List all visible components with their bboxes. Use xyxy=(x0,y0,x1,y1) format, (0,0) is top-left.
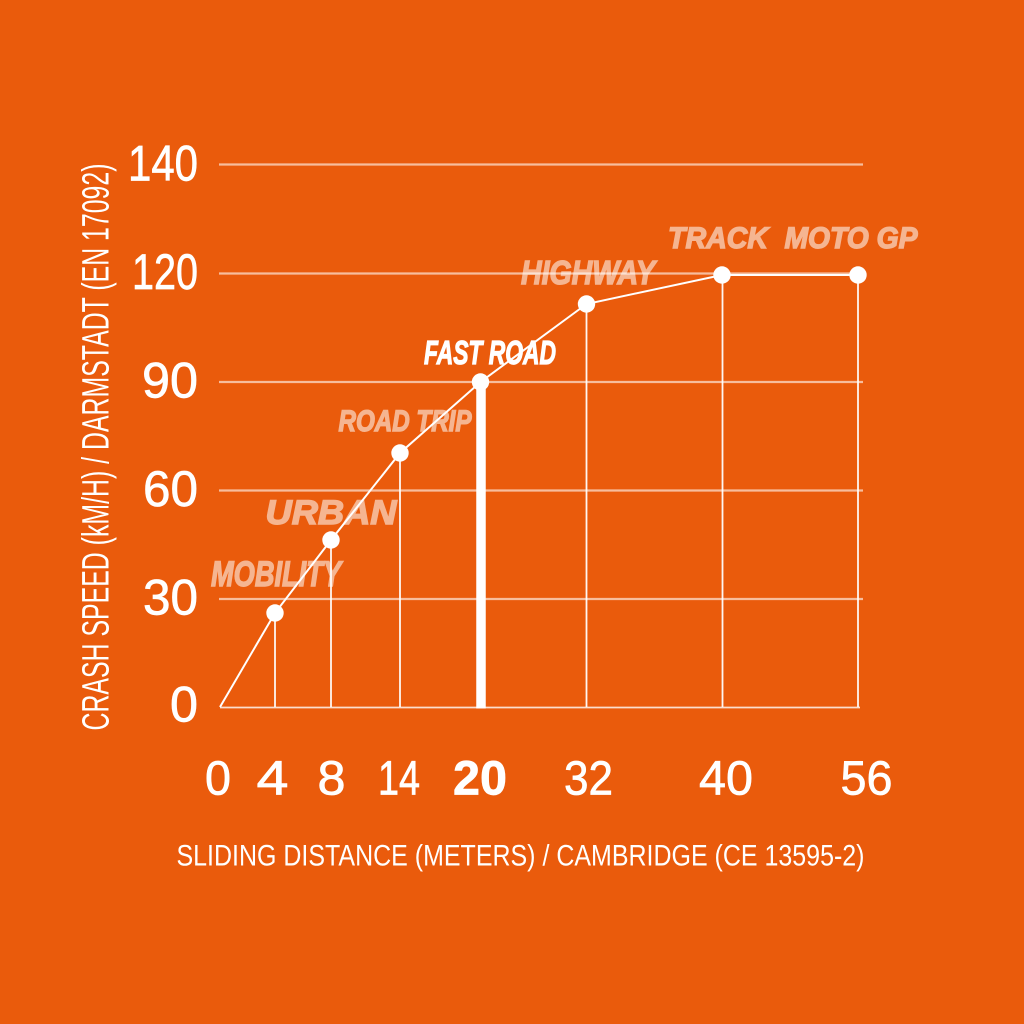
svg-text:14: 14 xyxy=(378,753,420,806)
svg-text:HIGHWAY: HIGHWAY xyxy=(521,254,658,291)
svg-text:140: 140 xyxy=(128,136,198,192)
svg-text:30: 30 xyxy=(143,570,198,626)
svg-text:SLIDING DISTANCE (METERS) / CA: SLIDING DISTANCE (METERS) / CAMBRIDGE (C… xyxy=(177,840,865,873)
svg-text:56: 56 xyxy=(841,753,893,806)
svg-text:120: 120 xyxy=(132,244,198,300)
svg-text:32: 32 xyxy=(564,753,613,806)
svg-text:20: 20 xyxy=(453,753,507,806)
svg-text:CRASH SPEED (kM/H) / DARMSTADT: CRASH SPEED (kM/H) / DARMSTADT (EN 17092… xyxy=(76,164,118,731)
svg-text:ROAD TRIP: ROAD TRIP xyxy=(339,405,473,438)
svg-text:MOBILITY: MOBILITY xyxy=(211,555,343,594)
svg-text:FAST ROAD: FAST ROAD xyxy=(424,334,556,371)
svg-text:0: 0 xyxy=(205,753,231,806)
svg-text:MOTO GP: MOTO GP xyxy=(785,222,919,255)
svg-text:TRACK: TRACK xyxy=(668,222,770,255)
svg-text:60: 60 xyxy=(143,461,198,517)
svg-text:90: 90 xyxy=(142,353,198,409)
svg-text:40: 40 xyxy=(699,753,753,806)
svg-text:0: 0 xyxy=(170,677,198,733)
svg-text:8: 8 xyxy=(318,753,346,806)
svg-text:URBAN: URBAN xyxy=(266,494,399,532)
svg-text:4: 4 xyxy=(257,753,289,806)
